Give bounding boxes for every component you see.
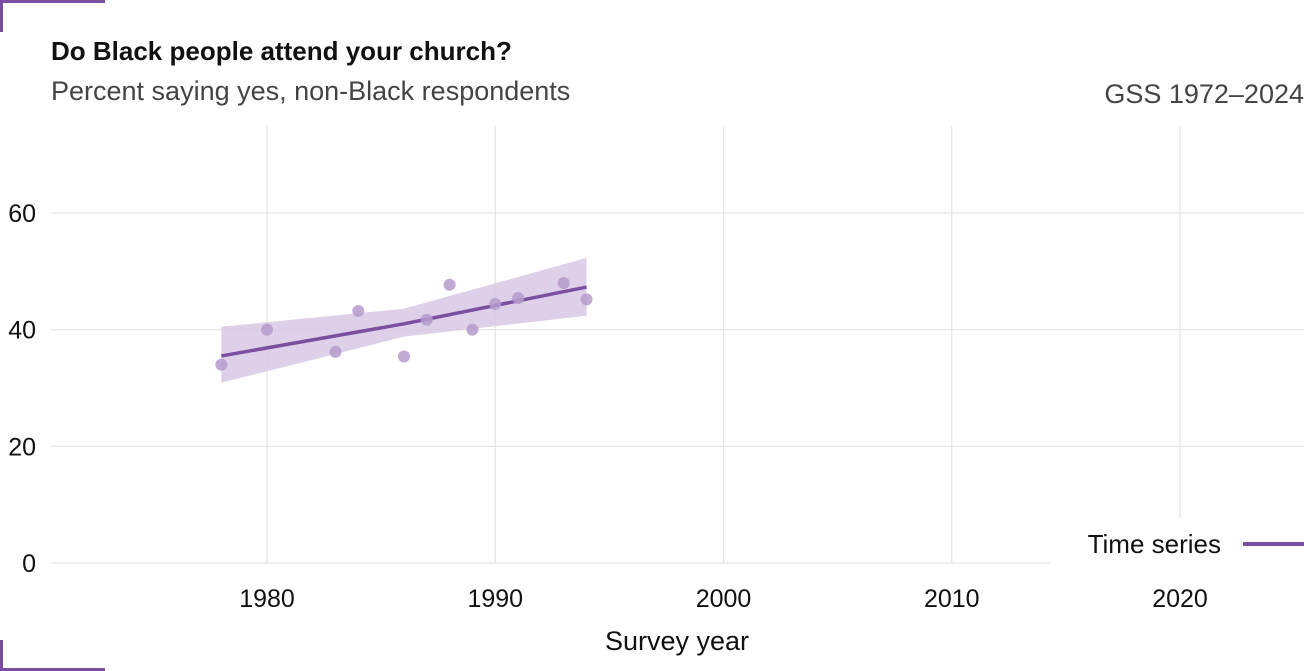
trend-line-layer bbox=[221, 285, 587, 358]
data-point-1987 bbox=[420, 313, 433, 326]
legend-label: Time series bbox=[1088, 529, 1221, 559]
data-point-1986 bbox=[397, 350, 410, 363]
data-points-layer bbox=[215, 277, 593, 371]
data-point-1984 bbox=[352, 305, 365, 317]
data-point-1989 bbox=[466, 323, 479, 336]
y-tick-label-0: 0 bbox=[22, 550, 36, 578]
confidence-ribbon bbox=[221, 257, 587, 383]
tick-labels: 0 20 40 60 1980 1990 2000 2010 2020 bbox=[8, 200, 1208, 613]
x-axis-title: Survey year bbox=[605, 626, 749, 656]
x-tick-label-2000: 2000 bbox=[696, 585, 752, 613]
data-source-label: GSS 1972–2024 bbox=[1104, 79, 1304, 109]
data-point-1980 bbox=[261, 323, 273, 336]
data-point-1978 bbox=[215, 358, 228, 371]
data-point-1993 bbox=[557, 277, 570, 289]
data-point-1990 bbox=[489, 298, 502, 310]
data-point-1988 bbox=[443, 278, 456, 291]
chart-subtitle: Percent saying yes, non-Black respondent… bbox=[51, 76, 571, 106]
confidence-ribbon-layer bbox=[221, 257, 587, 383]
chart-title: Do Black people attend your church? bbox=[51, 36, 512, 66]
trend-line bbox=[221, 285, 587, 358]
bottom-left-corner-bracket bbox=[0, 640, 105, 671]
x-tick-label-2010: 2010 bbox=[924, 585, 980, 613]
x-tick-label-1990: 1990 bbox=[467, 585, 523, 613]
y-tick-label-60: 60 bbox=[8, 200, 36, 228]
top-left-corner-bracket bbox=[0, 0, 105, 32]
data-point-1994 bbox=[580, 293, 593, 306]
y-tick-label-20: 20 bbox=[8, 433, 36, 461]
data-point-1991 bbox=[512, 292, 525, 305]
legend: Time series bbox=[1050, 518, 1304, 570]
data-point-1983 bbox=[329, 345, 342, 358]
x-tick-label-2020: 2020 bbox=[1152, 585, 1208, 613]
x-tick-label-1980: 1980 bbox=[239, 585, 295, 613]
y-tick-label-40: 40 bbox=[8, 317, 36, 345]
